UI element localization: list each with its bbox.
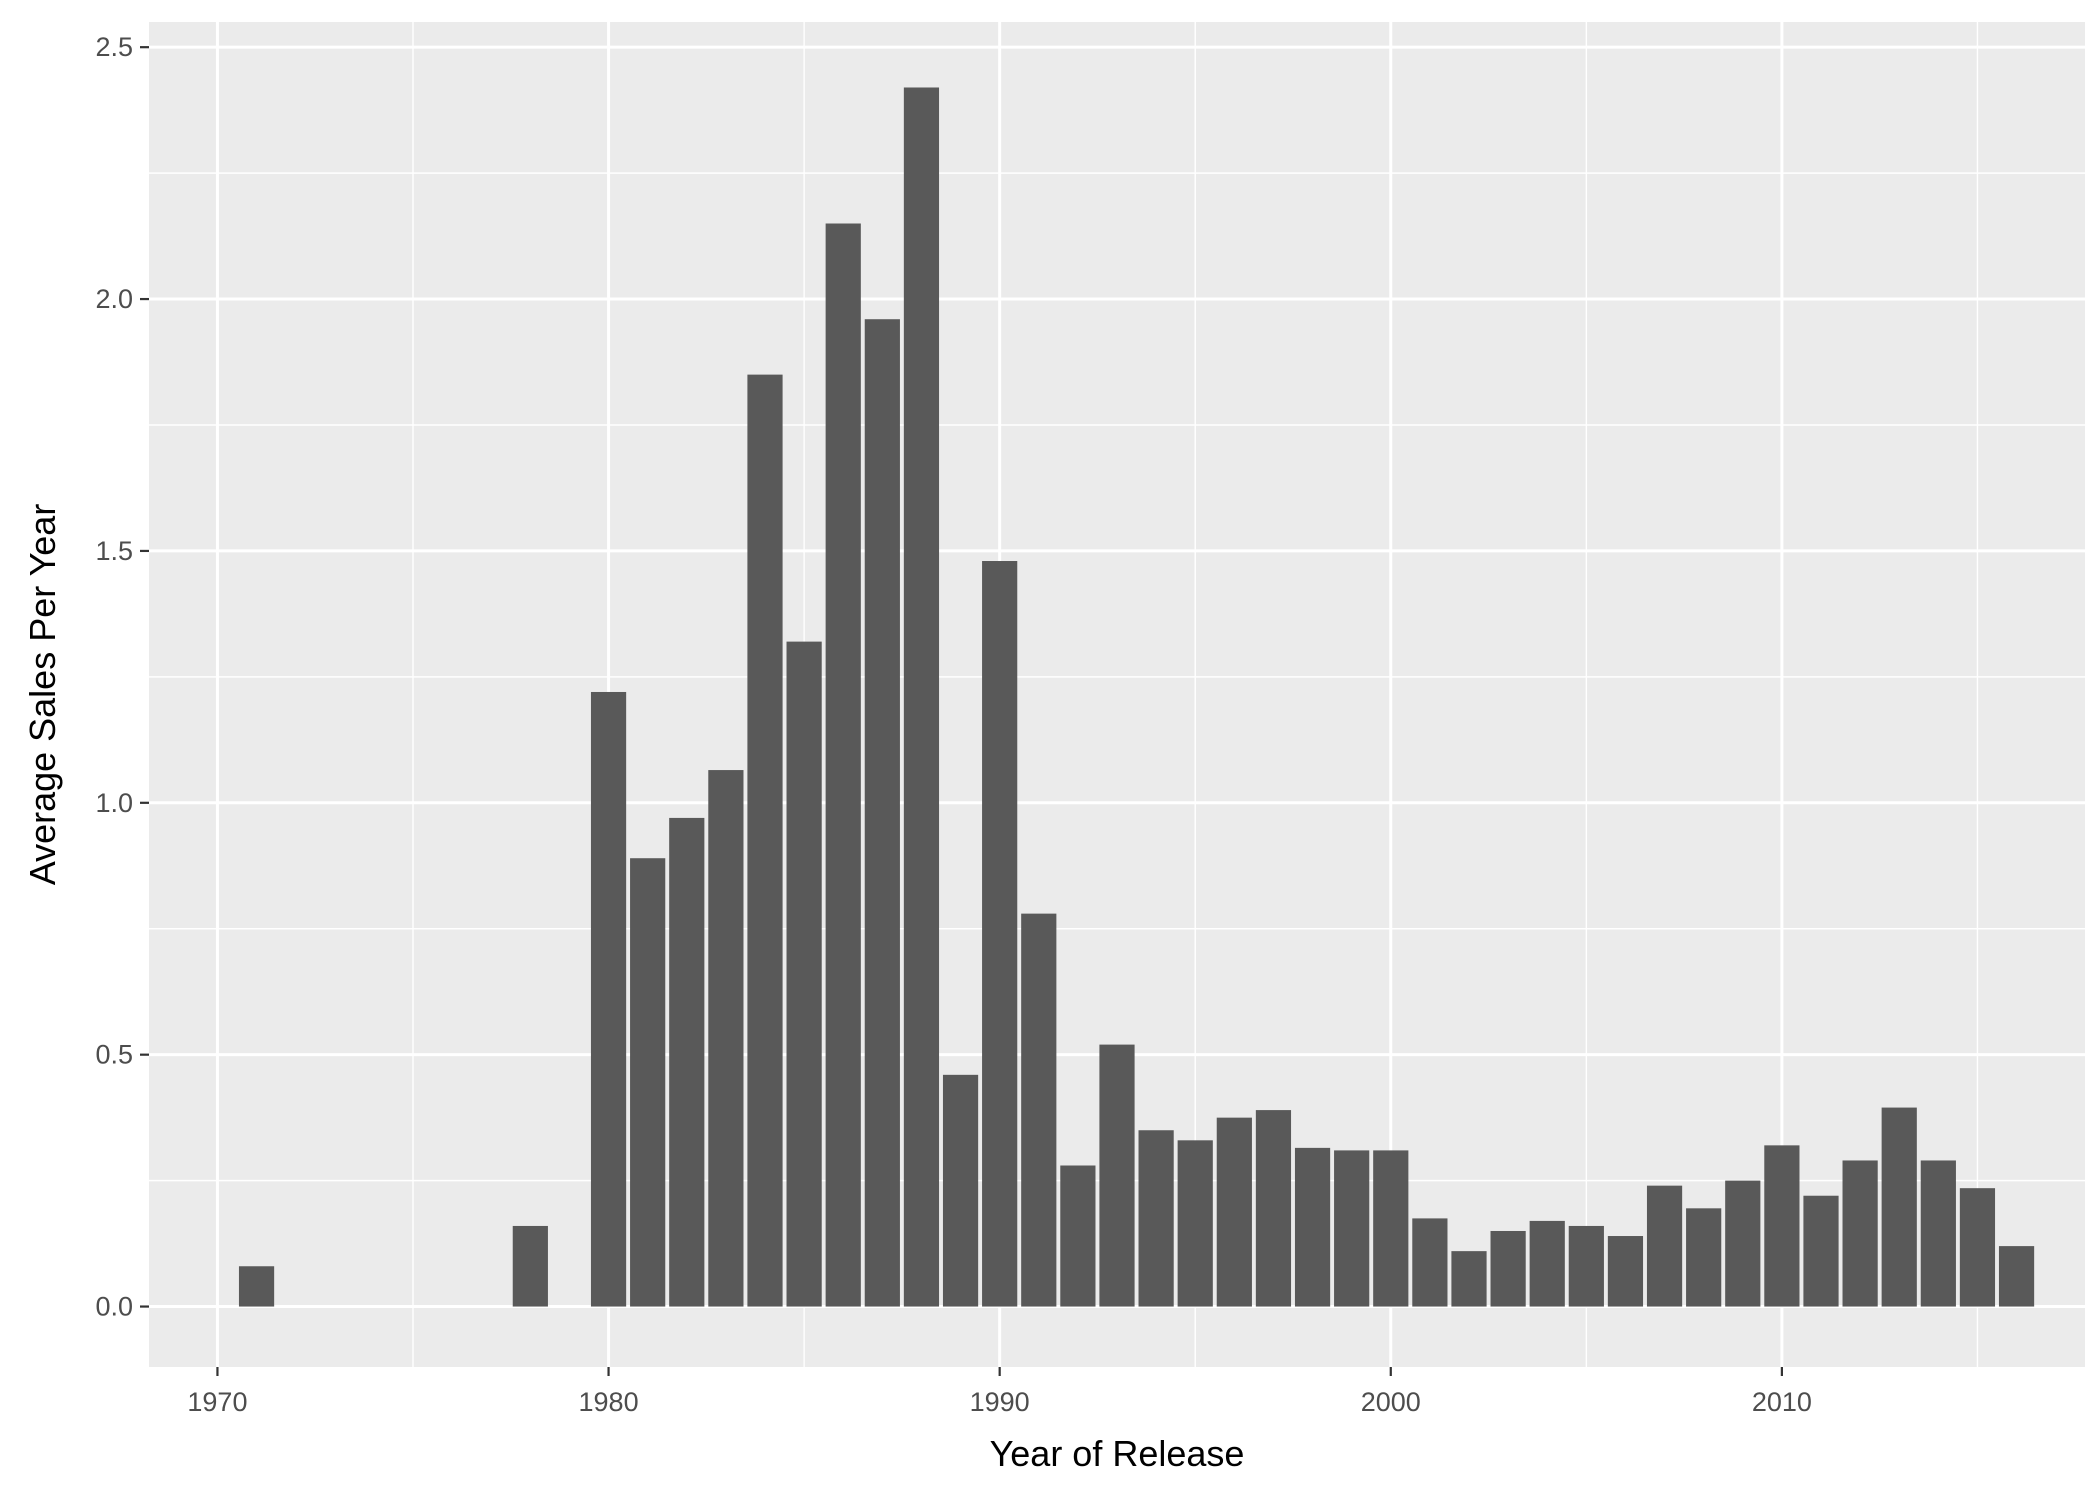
bar <box>1099 1044 1135 1307</box>
bar <box>825 223 861 1307</box>
bar <box>864 319 900 1307</box>
bar <box>1920 1160 1956 1307</box>
bar <box>1568 1225 1604 1307</box>
bar <box>1334 1150 1370 1307</box>
bar <box>512 1225 548 1307</box>
bar <box>590 691 627 1307</box>
bar <box>786 641 822 1307</box>
x-tick-label: 1980 <box>579 1387 639 1417</box>
x-axis-title: Year of Release <box>990 1433 1245 1474</box>
x-tick-label: 1990 <box>970 1387 1030 1417</box>
bar <box>1060 1165 1096 1307</box>
bar <box>1138 1130 1174 1307</box>
x-tick-label: 2010 <box>1752 1387 1812 1417</box>
bar <box>1529 1220 1565 1307</box>
bar <box>1646 1185 1683 1307</box>
bar <box>982 561 1018 1307</box>
x-tick-label: 2000 <box>1361 1387 1421 1417</box>
bar <box>1490 1230 1526 1307</box>
bar <box>1451 1251 1487 1307</box>
bar <box>669 817 705 1307</box>
bar <box>747 374 783 1307</box>
bar <box>1021 913 1057 1307</box>
bar <box>1412 1218 1448 1307</box>
bar <box>942 1074 979 1307</box>
y-tick-label: 1.0 <box>95 788 133 818</box>
bar <box>708 770 744 1307</box>
bar <box>630 858 666 1307</box>
y-axis: 0.0 0.5 1.0 1.5 2.0 2.5 <box>95 32 149 1322</box>
bar <box>1803 1195 1839 1307</box>
y-tick-label: 2.0 <box>95 284 133 314</box>
x-tick-label: 1970 <box>187 1387 247 1417</box>
bar <box>903 87 940 1307</box>
y-tick-label: 1.5 <box>95 536 133 566</box>
bar <box>1294 1147 1331 1307</box>
bar <box>1998 1246 2035 1307</box>
bar <box>1686 1208 1722 1307</box>
bar <box>1764 1145 1800 1307</box>
bar <box>1881 1107 1917 1307</box>
bar <box>1959 1188 1996 1307</box>
bar <box>1725 1180 1761 1307</box>
bar <box>1216 1117 1252 1307</box>
bar <box>238 1266 275 1307</box>
y-tick-label: 0.0 <box>95 1292 133 1322</box>
bar <box>1177 1140 1213 1307</box>
bars <box>238 87 2035 1307</box>
bar <box>1607 1236 1644 1307</box>
x-axis: 1970 1980 1990 2000 2010 <box>187 1367 1812 1417</box>
minor-gridlines <box>149 22 2085 1367</box>
y-axis-title: Average Sales Per Year <box>22 504 63 886</box>
bar <box>1373 1150 1409 1307</box>
bar <box>1842 1160 1878 1307</box>
y-tick-label: 0.5 <box>95 1040 133 1070</box>
bar <box>1255 1110 1292 1307</box>
y-tick-label: 2.5 <box>95 32 133 62</box>
